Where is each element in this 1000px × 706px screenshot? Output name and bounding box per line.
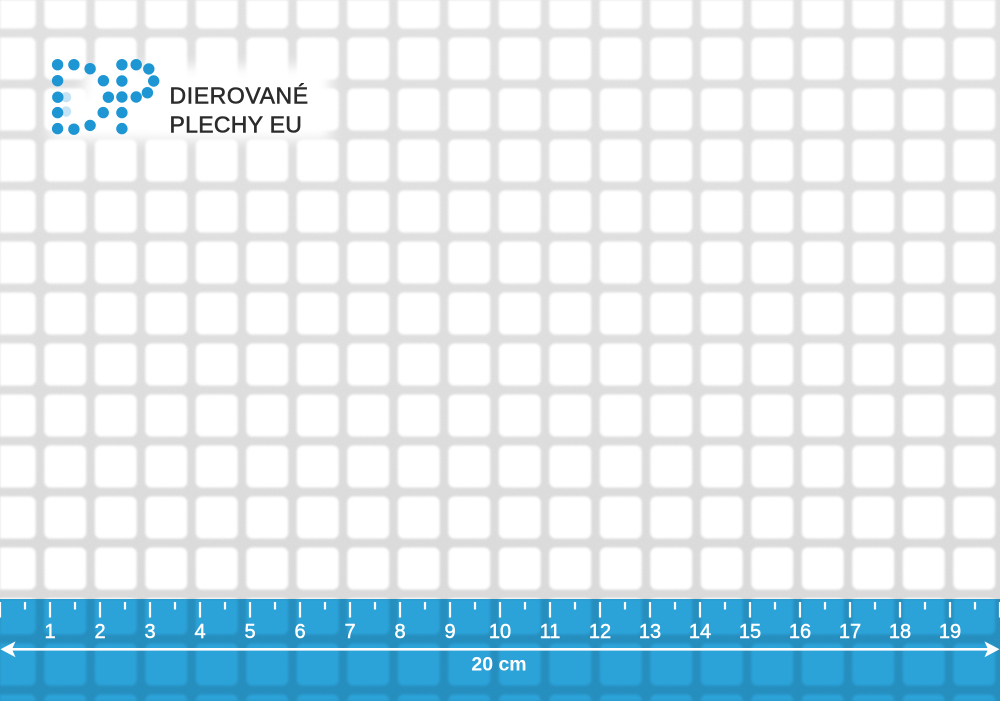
svg-text:15: 15	[739, 621, 761, 643]
svg-text:8: 8	[394, 621, 405, 643]
svg-text:2: 2	[94, 621, 105, 643]
svg-text:PLECHY EU: PLECHY EU	[170, 112, 303, 138]
svg-text:17: 17	[839, 621, 861, 643]
svg-text:4: 4	[194, 621, 205, 643]
svg-text:9: 9	[444, 621, 455, 643]
svg-text:18: 18	[889, 621, 911, 643]
svg-text:11: 11	[540, 621, 561, 643]
svg-text:3: 3	[144, 621, 155, 643]
svg-text:10: 10	[489, 621, 511, 643]
svg-text:14: 14	[689, 621, 711, 643]
svg-text:20 cm: 20 cm	[471, 654, 526, 676]
svg-text:7: 7	[344, 621, 355, 643]
svg-text:5: 5	[244, 621, 255, 643]
svg-text:12: 12	[589, 621, 611, 643]
svg-text:13: 13	[639, 621, 661, 643]
svg-text:19: 19	[939, 621, 961, 643]
svg-text:6: 6	[294, 621, 305, 643]
svg-text:DIEROVANÉ: DIEROVANÉ	[170, 83, 309, 109]
svg-text:1: 1	[44, 621, 55, 643]
svg-text:16: 16	[789, 621, 811, 643]
